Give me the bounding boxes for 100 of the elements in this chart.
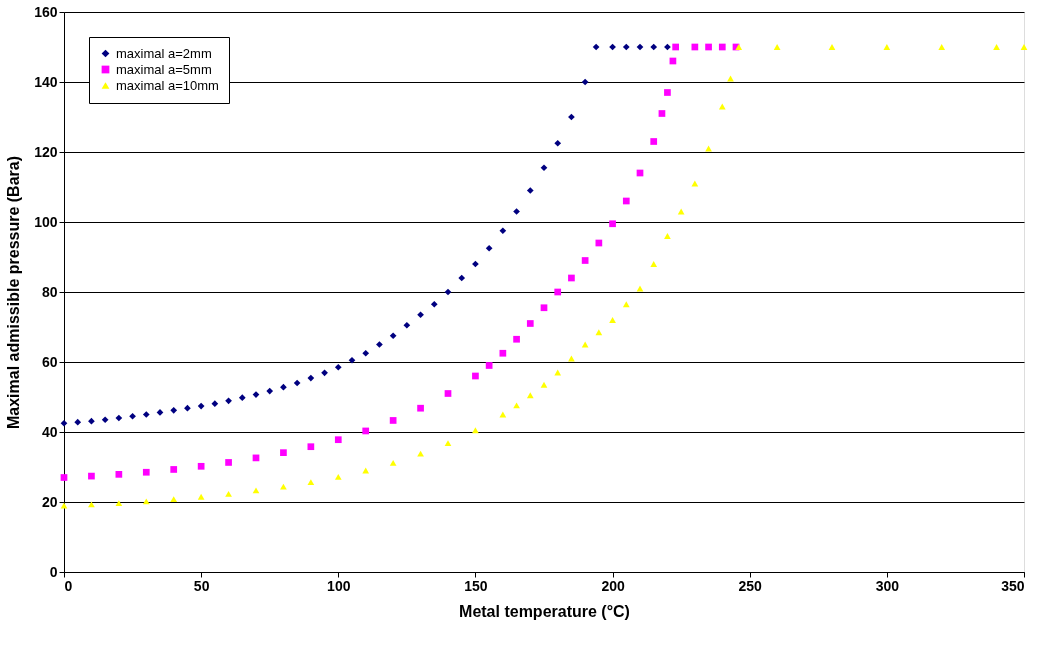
x-tick-label: 250 [738, 577, 763, 594]
y-axis-title: Maximal admissible pressure (Bara) [5, 155, 23, 430]
point [592, 43, 600, 51]
point [170, 466, 178, 473]
point [197, 493, 205, 500]
point [211, 400, 219, 407]
y-tick-label: 40 [41, 423, 58, 440]
point [526, 320, 534, 327]
point [540, 164, 548, 172]
point [74, 418, 82, 426]
point [293, 379, 301, 387]
point [115, 414, 123, 422]
point [636, 285, 644, 292]
point [499, 227, 507, 235]
y-tick-label: 140 [34, 73, 58, 90]
point [225, 397, 232, 405]
point [672, 43, 680, 51]
point [540, 304, 548, 312]
point [581, 257, 589, 264]
y-tick-label: 80 [41, 283, 58, 300]
point [362, 349, 370, 357]
point [581, 78, 589, 86]
y-tick-label: 100 [34, 213, 58, 230]
point [622, 301, 630, 308]
x-tick-label: 200 [601, 577, 625, 594]
point [88, 472, 95, 480]
point [115, 471, 123, 478]
point [307, 479, 315, 485]
point [334, 473, 342, 480]
point [334, 363, 342, 371]
x-tick-label: 300 [875, 577, 900, 594]
point [650, 43, 658, 51]
y-tick-label: 60 [41, 353, 58, 370]
point [938, 44, 946, 50]
point [197, 462, 205, 470]
point [280, 383, 287, 391]
point [444, 288, 452, 296]
point [225, 491, 232, 497]
point [60, 419, 68, 427]
point [993, 44, 1000, 50]
point [609, 220, 616, 228]
point [334, 436, 342, 444]
point [595, 329, 603, 336]
point [307, 443, 315, 451]
point [526, 392, 534, 399]
point [101, 416, 109, 424]
point [609, 317, 616, 323]
point [718, 43, 726, 51]
point [568, 274, 575, 282]
x-tick-label: 100 [327, 577, 351, 594]
x-tick-label: 350 [1001, 577, 1025, 594]
point [417, 450, 424, 457]
point [170, 496, 178, 503]
legend-label: maximal a=5mm [116, 61, 212, 77]
point [307, 374, 315, 382]
point [389, 332, 397, 340]
point [389, 417, 397, 424]
x-tick-label: 0 [64, 577, 73, 594]
point [170, 406, 178, 414]
x-axis-title: Metal temperature (°C) [459, 602, 630, 620]
point [430, 300, 438, 308]
point [280, 483, 287, 490]
point [664, 233, 671, 239]
point [622, 43, 630, 51]
point [238, 394, 246, 402]
legend-label: maximal a=10mm [116, 77, 219, 93]
point [472, 372, 479, 380]
point [513, 208, 520, 215]
point [88, 417, 95, 425]
point [348, 356, 356, 364]
point [60, 474, 68, 481]
point [485, 244, 493, 252]
point [650, 138, 658, 145]
point [622, 197, 630, 205]
y-tick-label: 120 [34, 143, 58, 160]
point [1020, 44, 1028, 50]
y-tick-label: 20 [41, 493, 58, 510]
point [444, 440, 452, 447]
point [129, 412, 136, 420]
point [266, 387, 274, 395]
point [142, 468, 150, 476]
point [362, 427, 370, 435]
point [389, 459, 397, 466]
point [828, 44, 836, 50]
point [225, 459, 232, 466]
point [115, 500, 123, 506]
point [472, 427, 479, 434]
point [403, 321, 411, 329]
y-tick-label: 0 [49, 563, 58, 580]
point [664, 89, 671, 96]
point [658, 110, 666, 117]
point [376, 341, 383, 348]
point [650, 261, 658, 267]
point [321, 369, 328, 377]
legend-label: maximal a=2mm [116, 45, 212, 61]
point [883, 44, 891, 50]
point [554, 139, 562, 147]
point [417, 311, 424, 319]
point [184, 404, 191, 412]
point [252, 487, 260, 494]
